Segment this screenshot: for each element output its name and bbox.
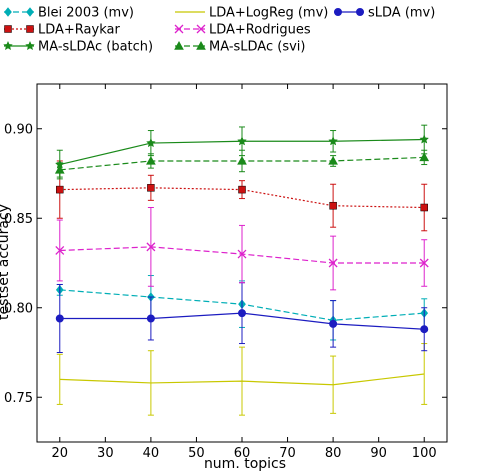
legend-marker	[4, 7, 12, 17]
series-line	[59, 187, 425, 209]
data-point	[329, 201, 337, 210]
legend-marker	[26, 25, 34, 33]
y-tick-label: 0.80	[4, 301, 33, 316]
data-point	[146, 155, 156, 165]
legend-marker	[4, 25, 12, 33]
legend-item: LDA+Rodrigues	[174, 23, 311, 38]
data-point	[146, 314, 155, 323]
legend-item: LDA+LogReg (mv)	[175, 6, 328, 21]
data-point	[145, 137, 156, 148]
data-point	[328, 155, 338, 165]
legend-label: sLDA (mv)	[368, 6, 435, 21]
legend-label: MA-sLDAc (batch)	[38, 40, 153, 55]
legend-label: LDA+Rodrigues	[209, 23, 311, 38]
data-point	[328, 136, 339, 146]
x-tick-label: 70	[279, 446, 296, 461]
series-1	[56, 343, 428, 416]
legend-label: LDA+Raykar	[38, 23, 120, 38]
legend-marker	[196, 24, 206, 34]
series-6	[54, 149, 430, 178]
legend-marker	[196, 40, 206, 50]
legend-marker	[26, 7, 34, 17]
legend-marker	[334, 8, 342, 16]
legend-item: MA-sLDAc (svi)	[174, 40, 305, 55]
legend: Blei 2003 (mv) LDA+LogReg (mv) sLDA (mv) LD…	[3, 6, 435, 55]
data-point	[419, 134, 430, 144]
legend-label: MA-sLDAc (svi)	[209, 40, 305, 55]
y-tick-label: 0.75	[4, 391, 33, 406]
legend-marker	[25, 40, 35, 51]
y-tick-label: 0.85	[4, 212, 33, 227]
data-point	[237, 136, 247, 146]
legend-marker	[174, 24, 184, 34]
x-tick-label: 20	[52, 446, 69, 461]
data-point	[146, 242, 156, 252]
x-tick-label: 50	[188, 446, 205, 461]
x-axis-label: num. topics	[204, 456, 286, 471]
series-line	[59, 373, 425, 386]
data-point	[55, 314, 64, 323]
data-point	[238, 309, 246, 318]
data-point	[420, 203, 428, 212]
data-point	[329, 319, 338, 328]
data-point	[54, 164, 65, 174]
legend-item: sLDA (mv)	[334, 6, 435, 21]
x-tick-label: 30	[97, 446, 114, 461]
x-tick-label: 90	[370, 446, 387, 461]
data-point	[237, 249, 247, 259]
legend-marker	[3, 40, 13, 51]
series-2	[55, 282, 429, 353]
y-axis-label: testset accuracy	[0, 204, 12, 320]
legend-label: LDA+LogReg (mv)	[209, 6, 328, 21]
x-tick-label: 80	[325, 446, 342, 461]
data-point	[419, 258, 429, 268]
data-point	[147, 184, 155, 192]
legend-label: Blei 2003 (mv)	[38, 6, 134, 21]
series-4	[55, 207, 429, 291]
legend-item: Blei 2003 (mv)	[4, 6, 134, 21]
data-point	[56, 185, 64, 194]
data-point	[419, 152, 430, 162]
legend-marker	[356, 8, 364, 16]
y-tick-label: 0.90	[4, 122, 33, 137]
data-point	[237, 155, 247, 165]
legend-item: LDA+Raykar	[4, 23, 120, 38]
series-3	[56, 160, 428, 232]
data-point	[55, 246, 65, 255]
legend-marker	[174, 40, 184, 50]
data-point	[420, 325, 429, 334]
x-tick-label: 40	[143, 446, 160, 461]
x-tick-label: 60	[234, 446, 251, 461]
data-point	[328, 258, 338, 268]
plot-area: 20 30 40 50 60 70 80 90 100 0.75 0.80 0.85 0.90	[4, 83, 448, 461]
legend-item: MA-sLDAc (batch)	[3, 40, 153, 55]
data-point	[238, 185, 246, 194]
x-tick-label: 100	[412, 446, 437, 461]
series-5	[54, 124, 430, 180]
